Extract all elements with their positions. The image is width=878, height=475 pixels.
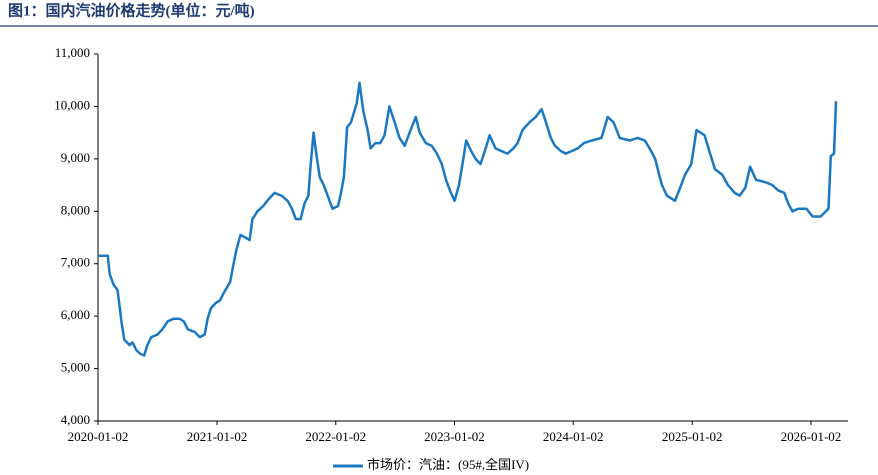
- legend-label: 市场价：汽油：(95#,全国IV): [367, 457, 529, 472]
- y-tick-label: 5,000: [61, 360, 90, 375]
- chart-title: 图1：国内汽油价格走势(单位：元/吨): [8, 1, 255, 19]
- x-tick-label: 2024-01-02: [543, 429, 604, 444]
- x-tick-label: 2026-01-02: [781, 429, 842, 444]
- x-tick-label: 2023-01-02: [424, 429, 485, 444]
- x-tick-label: 2025-01-02: [662, 429, 723, 444]
- x-tick-label: 2022-01-02: [305, 429, 366, 444]
- y-tick-label: 9,000: [61, 150, 90, 165]
- y-tick-label: 7,000: [61, 255, 90, 270]
- x-tick-label: 2020-01-02: [68, 429, 129, 444]
- y-tick-label: 8,000: [61, 202, 90, 217]
- y-tick-label: 11,000: [55, 45, 90, 60]
- y-tick-label: 6,000: [61, 307, 90, 322]
- x-tick-label: 2021-01-02: [187, 429, 248, 444]
- series-line: [98, 81, 838, 357]
- y-tick-label: 4,000: [61, 412, 90, 427]
- y-tick-label: 10,000: [54, 97, 90, 112]
